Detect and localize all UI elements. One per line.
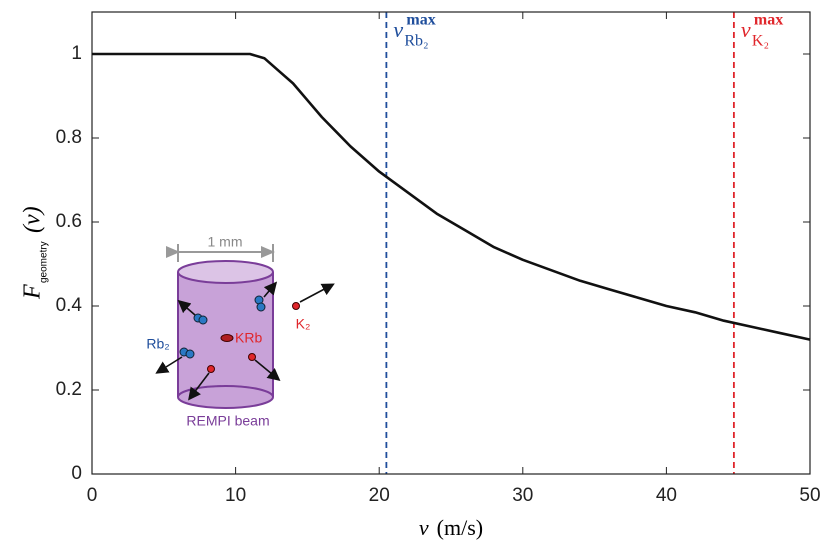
reference-sup: max	[754, 12, 783, 29]
y-tick-label: 0.4	[56, 295, 83, 316]
reference-sub: K₂	[752, 33, 769, 50]
reference-symbol: v	[393, 17, 403, 42]
y-tick-label: 0.8	[56, 127, 82, 148]
reference-sup: max	[406, 12, 435, 29]
x-tick-label: 50	[799, 485, 820, 506]
x-axis-label: v (m/s)	[419, 515, 483, 540]
inset-krb: KRb	[235, 330, 262, 346]
x-tick-label: 20	[369, 485, 390, 506]
inset: 1 mm Rb₂ KRb K₂ REMPI beam	[146, 234, 335, 429]
x-tick-label: 30	[512, 485, 533, 506]
inset-k2: K₂	[296, 316, 311, 332]
inset-scale: 1 mm	[208, 234, 243, 250]
data-line	[92, 52, 811, 341]
y-label-symbol: F	[20, 284, 46, 300]
y-tick-label: 1	[71, 43, 82, 64]
x-tick-label: 10	[225, 485, 246, 506]
y-label-subscript: geometry	[39, 241, 50, 283]
y-label-argument: (v)	[20, 206, 46, 233]
inset-beam: REMPI beam	[186, 413, 269, 429]
reference-sub: Rb₂	[404, 33, 428, 50]
y-tick-label: 0.6	[56, 211, 82, 232]
plot-frame	[91, 11, 811, 475]
x-label-symbol: v	[419, 515, 429, 540]
reference-symbol: v	[741, 17, 751, 42]
x-tick-label: 0	[87, 485, 98, 506]
x-label-unit: (m/s)	[437, 515, 483, 540]
y-tick-label: 0.2	[56, 379, 82, 400]
inset-rb2: Rb₂	[146, 336, 169, 352]
y-tick-label: 0	[71, 463, 82, 484]
x-tick-label: 40	[656, 485, 677, 506]
